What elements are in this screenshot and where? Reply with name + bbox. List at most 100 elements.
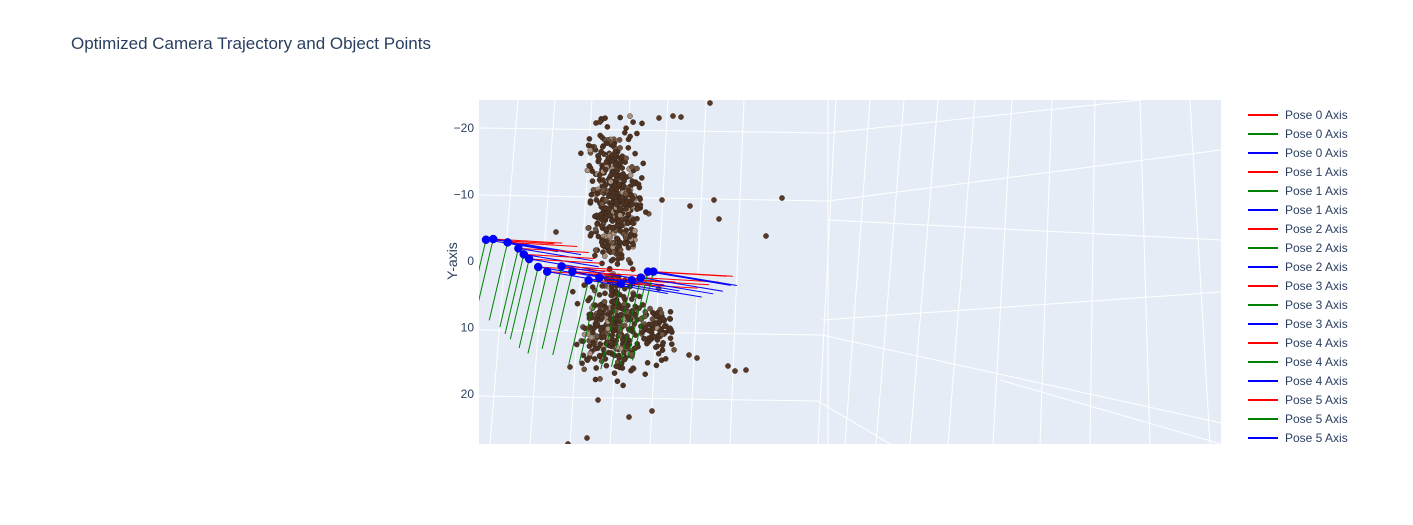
object-point — [656, 115, 662, 121]
legend-item[interactable]: Pose 5 Axis — [1248, 390, 1348, 409]
object-point — [627, 260, 634, 266]
object-point — [686, 352, 692, 358]
legend-item[interactable]: Pose 4 Axis — [1248, 352, 1348, 371]
legend-item[interactable]: Pose 1 Axis — [1248, 200, 1348, 219]
object-point — [622, 191, 629, 197]
object-point — [613, 176, 620, 183]
legend-line-swatch — [1248, 398, 1278, 401]
legend-line-swatch — [1248, 417, 1278, 420]
legend-item[interactable]: Pose 2 Axis — [1248, 257, 1348, 276]
camera-position-marker — [595, 273, 604, 282]
object-point — [658, 310, 665, 316]
object-point — [655, 350, 662, 357]
object-point — [647, 305, 653, 312]
camera-position-marker — [481, 235, 491, 244]
object-point — [667, 308, 674, 315]
object-point — [599, 134, 606, 141]
object-point — [595, 397, 601, 403]
object-point — [629, 164, 635, 170]
pose-axis-line — [529, 258, 605, 273]
object-point — [574, 300, 581, 307]
object-point — [609, 193, 615, 200]
object-point — [620, 183, 627, 189]
object-point — [606, 232, 613, 239]
chart-title: Optimized Camera Trajectory and Object P… — [71, 34, 431, 53]
object-point — [603, 304, 609, 311]
legend-item[interactable]: Pose 0 Axis — [1248, 143, 1348, 162]
object-point — [609, 340, 615, 347]
legend-item[interactable]: Pose 4 Axis — [1248, 333, 1348, 352]
object-point — [625, 314, 631, 321]
object-point — [615, 243, 621, 250]
object-point — [594, 221, 600, 227]
legend-item[interactable]: Pose 5 Axis — [1248, 428, 1348, 447]
pose-axis-line — [507, 241, 578, 247]
camera-position-marker — [584, 276, 593, 285]
legend-line-swatch — [1248, 189, 1278, 192]
object-point — [587, 198, 594, 204]
object-point — [620, 201, 627, 207]
legend-item[interactable]: Pose 2 Axis — [1248, 238, 1348, 257]
object-point — [614, 167, 621, 174]
object-point — [617, 145, 623, 151]
object-point — [659, 331, 666, 338]
y-tick-label: 0 — [467, 254, 474, 268]
object-point — [763, 233, 769, 239]
camera-position-marker — [557, 262, 566, 271]
legend-line-swatch — [1248, 360, 1278, 363]
object-point — [644, 359, 651, 366]
legend-item[interactable]: Pose 2 Axis — [1248, 219, 1348, 238]
pose-axis-line — [620, 283, 702, 298]
pose-axis-line — [600, 283, 622, 370]
object-point — [570, 288, 576, 295]
object-point — [614, 261, 621, 267]
object-point — [615, 256, 622, 262]
pose-axis-line — [523, 253, 595, 259]
camera-position-marker — [503, 238, 512, 247]
object-point — [634, 165, 640, 172]
object-point — [711, 197, 717, 203]
object-point — [630, 181, 637, 187]
object-point — [616, 137, 623, 143]
object-point — [587, 295, 593, 301]
legend-item[interactable]: Pose 0 Axis — [1248, 105, 1348, 124]
object-point — [640, 160, 647, 167]
object-point — [588, 191, 595, 198]
object-point — [637, 202, 644, 208]
pose-axis-line — [541, 266, 563, 350]
object-point — [725, 363, 731, 369]
legend-item[interactable]: Pose 3 Axis — [1248, 276, 1348, 295]
object-point — [609, 218, 616, 224]
object-point — [629, 296, 635, 302]
object-point — [653, 344, 659, 351]
object-point — [616, 218, 622, 224]
legend-item[interactable]: Pose 1 Axis — [1248, 181, 1348, 200]
pose-axis-line — [610, 280, 633, 367]
legend-item[interactable]: Pose 4 Axis — [1248, 371, 1348, 390]
legend-item[interactable]: Pose 5 Axis — [1248, 409, 1348, 428]
object-point — [586, 136, 593, 142]
object-point — [603, 197, 609, 203]
legend-item[interactable]: Pose 3 Axis — [1248, 314, 1348, 333]
object-point — [592, 252, 598, 259]
object-point — [587, 232, 594, 239]
object-point — [606, 247, 612, 254]
object-point — [608, 172, 614, 178]
legend-item[interactable]: Pose 0 Axis — [1248, 124, 1348, 143]
object-point — [596, 156, 602, 162]
legend-label: Pose 1 Axis — [1285, 183, 1348, 198]
pose-axis-line — [640, 277, 723, 292]
legend-label: Pose 2 Axis — [1285, 259, 1348, 274]
object-point — [635, 181, 642, 187]
legend-item[interactable]: Pose 3 Axis — [1248, 295, 1348, 314]
object-point — [586, 162, 593, 169]
camera-positions — [481, 234, 658, 288]
legend-item[interactable]: Pose 1 Axis — [1248, 162, 1348, 181]
object-point — [599, 283, 606, 289]
object-point — [598, 327, 604, 334]
legend-label: Pose 3 Axis — [1285, 278, 1348, 293]
object-point — [642, 371, 649, 378]
object-point — [678, 114, 684, 120]
object-point — [585, 225, 592, 231]
